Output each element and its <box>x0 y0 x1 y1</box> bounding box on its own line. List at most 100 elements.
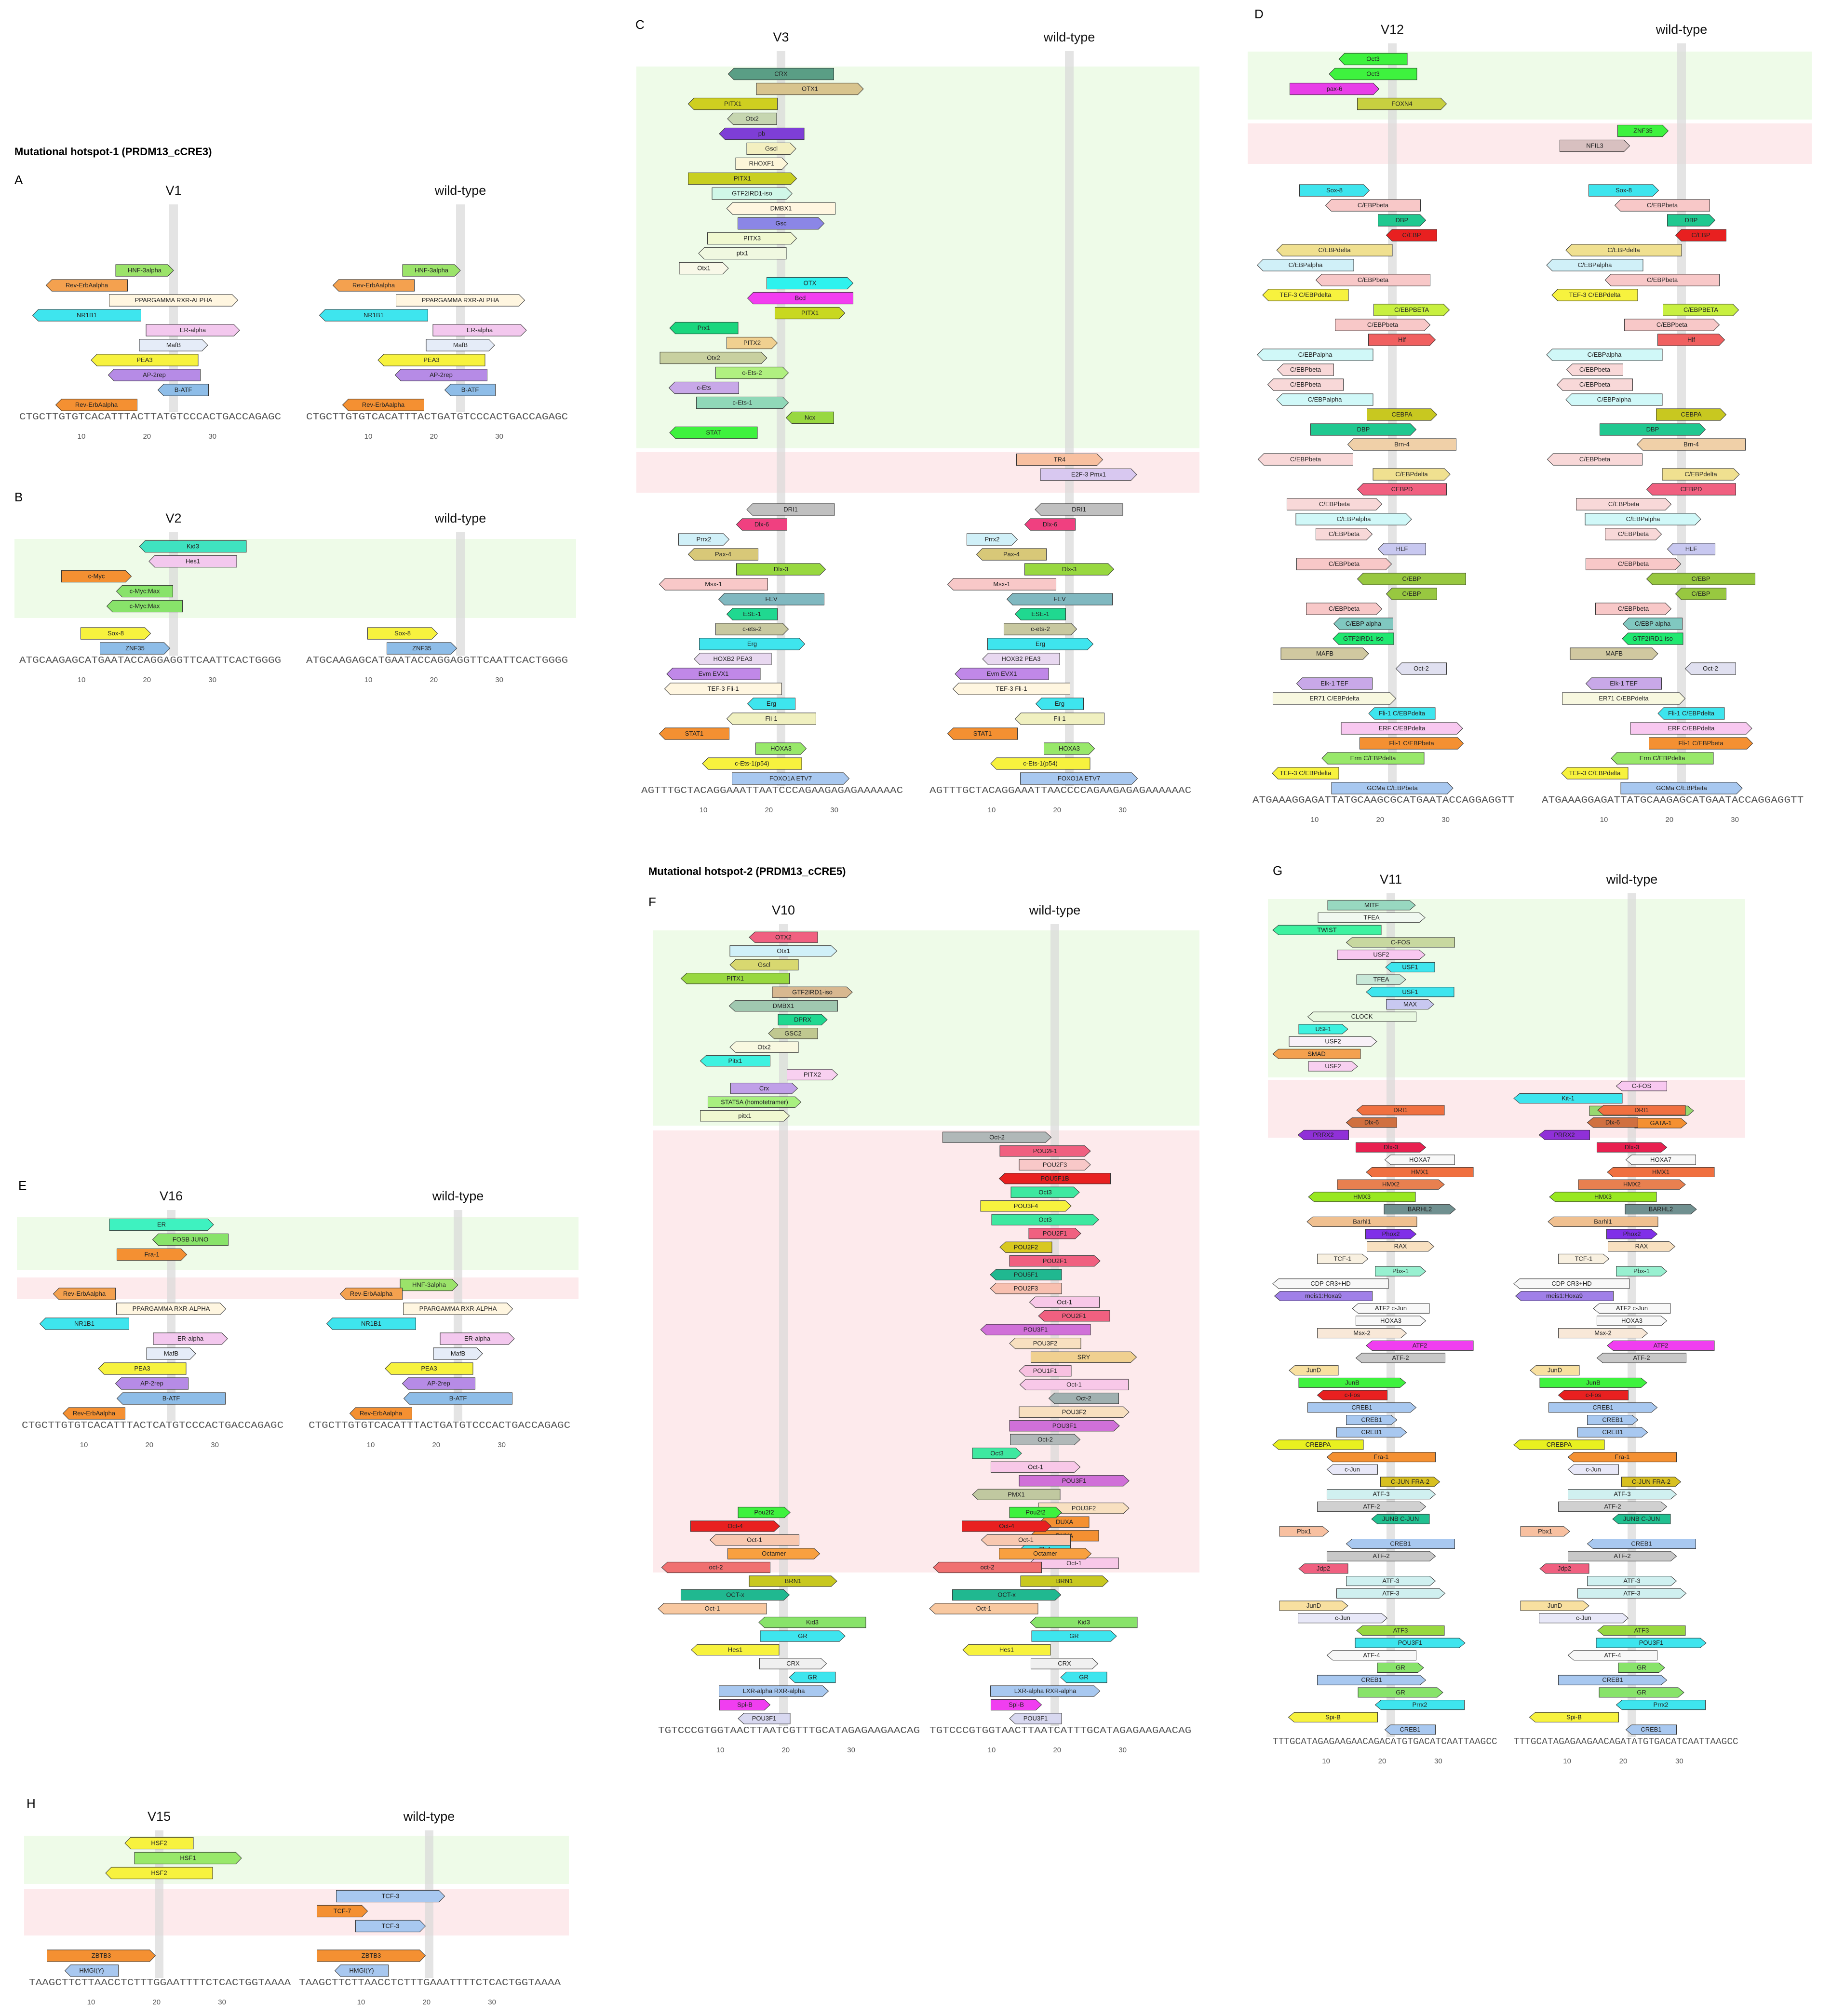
tf-binding-arrow <box>1352 1303 1430 1314</box>
tf-name-label: USF1 <box>1402 963 1418 970</box>
lost-sites-band <box>653 1130 1199 1572</box>
tf-name-label: STAT <box>706 429 721 436</box>
tf-name-label: C/EBPalpha <box>1308 396 1343 403</box>
tf-binding-arrow <box>1558 1390 1629 1400</box>
tf-name-label: TEF-3 C/EBPdelta <box>1280 291 1332 298</box>
tf-binding-arrow <box>991 1214 1099 1225</box>
tf-name-label: DRI1 <box>1072 506 1086 513</box>
axis-tick-label: 20 <box>143 432 151 441</box>
tf-binding-arrow <box>317 1905 368 1918</box>
tf-binding-arrow <box>1020 772 1138 785</box>
tf-name-label: C-JUN FRA-2 <box>1632 1478 1670 1485</box>
tf-name-label: ATF-2 <box>1604 1503 1621 1510</box>
tf-name-label: MafB <box>166 341 181 349</box>
tf-binding-arrow <box>319 309 428 322</box>
tf-binding-arrow <box>1346 1576 1436 1586</box>
axis-tick-label: 20 <box>1665 816 1673 824</box>
tf-binding-arrow <box>789 1671 836 1683</box>
tf-binding-arrow <box>659 578 768 591</box>
tf-name-label: BRN1 <box>785 1577 802 1585</box>
tf-name-label: ATF2 <box>1413 1342 1427 1349</box>
tf-name-label: Brn-4 <box>1394 441 1410 448</box>
panel-D-right-title: wild-type <box>1656 22 1708 37</box>
tf-binding-arrow <box>747 698 795 710</box>
tf-name-label: Hes1 <box>728 1646 742 1653</box>
tf-name-label: C/EBPbeta <box>1358 276 1389 283</box>
tf-name-label: TEF-3 Fli-1 <box>708 685 739 692</box>
tf-binding-arrow <box>708 1096 802 1108</box>
tf-name-label: Fli-1 C/EBPdelta <box>1668 710 1715 717</box>
tf-binding-arrow <box>947 578 1056 591</box>
tf-name-label: HOXA3 <box>1059 745 1080 752</box>
tf-binding-arrow <box>108 369 201 381</box>
tf-binding-arrow <box>1299 184 1370 197</box>
tf-name-label: C/EBPdelta <box>1318 246 1351 254</box>
tf-binding-arrow <box>738 1506 791 1519</box>
tf-name-label: GR <box>1079 1674 1089 1681</box>
tf-binding-arrow <box>39 1317 129 1330</box>
tf-binding-arrow <box>962 1644 1051 1656</box>
tf-name-label: CREB1 <box>1631 1540 1652 1547</box>
tf-name-label: JunD <box>1306 1602 1321 1609</box>
tf-binding-arrow <box>1273 692 1397 705</box>
tf-name-label: HMX3 <box>1353 1193 1371 1200</box>
tf-name-label: ATF2 c-Jun <box>1616 1304 1648 1312</box>
tf-name-label: GATA-1 <box>1650 1119 1671 1127</box>
tf-binding-arrow <box>1327 1489 1436 1500</box>
axis-tick-label: 10 <box>1311 816 1319 824</box>
tf-binding-arrow <box>1675 229 1726 242</box>
tf-name-label: JunB <box>1586 1379 1601 1386</box>
tf-binding-arrow <box>756 82 864 95</box>
tf-binding-arrow <box>712 187 793 200</box>
tf-binding-arrow <box>1548 1402 1658 1413</box>
tf-binding-arrow <box>1605 528 1662 540</box>
tf-binding-arrow <box>1577 1588 1687 1599</box>
tf-binding-arrow <box>1030 1616 1138 1628</box>
tf-name-label: ATF-3 <box>1623 1589 1640 1597</box>
tf-binding-arrow <box>1513 1093 1623 1104</box>
tf-name-label: Barhl1 <box>1594 1218 1612 1225</box>
tf-binding-arrow <box>55 399 137 411</box>
tf-name-label: C/EBPbeta <box>1329 530 1360 538</box>
tf-name-label: ATF-2 <box>1373 1552 1389 1559</box>
tf-name-label: CREB1 <box>1592 1404 1613 1411</box>
tf-name-label: Otx2 <box>745 115 758 122</box>
tf-binding-arrow <box>1620 782 1743 794</box>
tf-binding-arrow <box>1009 1255 1101 1267</box>
tf-binding-arrow <box>718 593 824 605</box>
tf-name-label: ATF2 <box>1654 1342 1669 1349</box>
tf-name-label: ERF C/EBPdelta <box>1668 725 1715 732</box>
tf-binding-arrow <box>1529 1712 1619 1722</box>
tf-name-label: ATF-2 <box>1392 1354 1409 1361</box>
tf-name-label: Pbx-1 <box>1633 1267 1650 1275</box>
tf-binding-arrow <box>134 1852 242 1865</box>
tf-name-label: Erg <box>1055 700 1064 707</box>
tf-name-label: ER-alpha <box>467 326 493 334</box>
tf-name-label: FOSB JUNO <box>173 1236 208 1243</box>
tf-name-label: Barhl1 <box>1353 1218 1371 1225</box>
tf-binding-arrow <box>1317 1675 1427 1685</box>
axis-tick-label: 20 <box>432 1441 440 1449</box>
tf-name-label: Oct-1 <box>1028 1463 1043 1470</box>
tf-binding-arrow <box>139 339 208 351</box>
tf-name-label: POU3F1 <box>752 1715 777 1722</box>
tf-binding-arrow <box>1031 1351 1137 1363</box>
tf-name-label: PITX3 <box>743 235 761 242</box>
axis-tick-label: 30 <box>495 676 503 684</box>
tf-name-label: GSC2 <box>784 1030 801 1037</box>
tf-binding-arrow <box>1520 1526 1570 1537</box>
dna-sequence: ATGCAAGAGCATGAATACCAGGAGGTTCAATTCACTGGGG <box>19 655 281 666</box>
tf-name-label: CEBPD <box>1391 485 1413 493</box>
axis-tick-label: 30 <box>488 1998 496 2006</box>
tf-binding-arrow <box>1551 289 1638 301</box>
tf-binding-arrow <box>1657 334 1725 346</box>
tf-binding-arrow <box>980 1324 1091 1335</box>
tf-binding-arrow <box>1604 274 1720 286</box>
tf-name-label: CREB1 <box>1361 1416 1382 1424</box>
panel-C-right-title: wild-type <box>1043 30 1095 44</box>
tf-name-label: Sox-8 <box>1616 187 1632 194</box>
tf-name-label: POU5F1 <box>1014 1271 1038 1278</box>
tf-binding-arrow <box>91 354 199 366</box>
tf-binding-arrow <box>1616 1700 1706 1710</box>
tf-binding-arrow <box>727 67 834 81</box>
